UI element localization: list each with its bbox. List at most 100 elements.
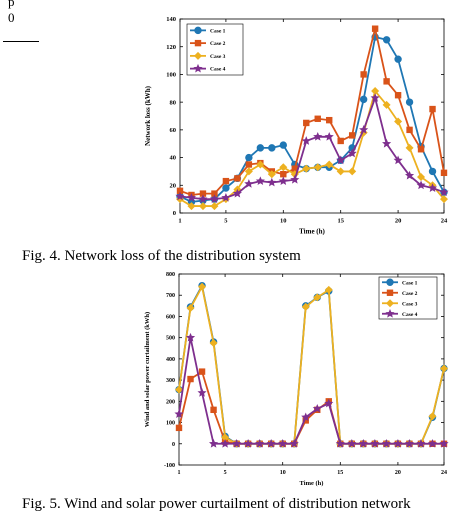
data-point-4 (267, 177, 277, 187)
legend-marker-2 (194, 39, 202, 47)
data-point-2 (176, 187, 184, 195)
x-tick-label: 15 (337, 470, 343, 476)
legend-marker-3 (194, 51, 202, 60)
data-point-2 (303, 119, 310, 127)
data-point-2 (326, 116, 333, 124)
y-tick-label: 500 (166, 336, 175, 342)
data-point-2 (371, 25, 379, 32)
data-point-3 (428, 412, 437, 421)
y-tick-label: 140 (166, 16, 176, 23)
data-point-3 (175, 385, 183, 394)
data-point-2 (440, 169, 448, 177)
y-tick-label: 600 (166, 314, 175, 320)
data-point-2 (199, 190, 207, 197)
data-point-3 (405, 143, 414, 152)
data-point-3 (267, 170, 276, 179)
data-point-1 (394, 55, 402, 63)
data-point-3 (186, 303, 195, 312)
data-point-4 (175, 191, 185, 201)
data-point-3 (371, 87, 380, 96)
figure-5-caption: Fig. 5. Wind and solar power curtailment… (22, 496, 411, 512)
y-tick-label: 0 (173, 210, 176, 217)
y-tick-label: 0 (172, 442, 175, 448)
x-tick-label: 20 (395, 470, 401, 476)
data-point-3 (417, 172, 426, 181)
data-point-4 (347, 438, 357, 448)
data-point-2 (175, 424, 183, 432)
data-point-2 (383, 78, 390, 85)
data-point-3 (440, 195, 448, 204)
data-point-4 (243, 438, 253, 448)
y-tick-label: 800 (166, 272, 175, 278)
x-tick-label: 5 (224, 218, 228, 225)
legend-label-3: Case 3 (210, 54, 226, 60)
y-tick-label: 60 (170, 127, 177, 134)
x-tick-label: 24 (441, 470, 447, 476)
data-point-2 (280, 171, 287, 178)
data-point-1 (222, 184, 230, 192)
data-point-4 (404, 438, 414, 448)
legend-label-4: Case 4 (210, 67, 226, 73)
data-point-4 (209, 194, 219, 204)
data-point-4 (266, 438, 276, 448)
data-point-4 (347, 148, 357, 158)
data-point-4 (324, 398, 334, 408)
data-point-3 (336, 167, 345, 176)
data-point-4 (370, 438, 380, 448)
data-point-4 (278, 438, 288, 448)
data-point-1 (268, 144, 276, 152)
data-point-4 (336, 155, 346, 165)
data-point-3 (279, 163, 288, 172)
x-tick-label: 15 (337, 218, 344, 225)
y-tick-label: 300 (166, 378, 175, 384)
data-point-4 (198, 194, 208, 204)
data-point-4 (335, 438, 345, 448)
data-point-3 (302, 164, 311, 173)
x-axis-label: Time (h) (299, 228, 325, 236)
data-point-4 (312, 403, 322, 413)
data-point-4 (416, 180, 426, 190)
data-point-4 (439, 438, 449, 448)
data-point-2 (302, 417, 309, 424)
data-point-3 (348, 167, 357, 176)
x-tick-label: 10 (280, 218, 287, 225)
data-point-3 (440, 364, 448, 373)
data-point-3 (198, 282, 207, 291)
y-tick-label: 400 (166, 357, 175, 363)
y-tick-label: -100 (164, 463, 175, 469)
legend-marker-3 (386, 299, 394, 308)
data-point-3 (210, 202, 219, 211)
legend-marker-1 (386, 278, 394, 286)
data-point-4 (197, 388, 207, 397)
data-point-1 (245, 153, 253, 162)
data-point-3 (394, 117, 403, 126)
y-tick-label: 40 (170, 155, 177, 162)
x-tick-label: 24 (441, 218, 448, 225)
data-point-2 (198, 368, 206, 375)
legend-label-4: Case 4 (402, 312, 418, 318)
data-point-1 (382, 36, 391, 44)
y-axis-label: Network loss (kWh) (144, 85, 152, 146)
data-point-4 (370, 93, 380, 102)
data-point-4 (427, 438, 438, 448)
series-4 (175, 93, 449, 204)
data-point-4 (220, 438, 230, 448)
data-point-4 (393, 155, 403, 165)
data-point-1 (405, 98, 414, 106)
data-point-2 (417, 146, 425, 153)
y-tick-label: 700 (166, 293, 175, 299)
data-point-2 (291, 165, 298, 172)
data-point-4 (186, 192, 197, 202)
plot-frame (179, 18, 445, 214)
data-point-2 (187, 375, 194, 383)
data-point-4 (382, 138, 392, 148)
data-point-4 (244, 179, 254, 188)
data-point-3 (221, 433, 230, 442)
data-point-2 (429, 105, 436, 113)
legend-label-1: Case 1 (402, 280, 418, 286)
data-point-4 (405, 170, 415, 180)
page-fragment-top: p (8, 0, 15, 9)
x-tick-label: 10 (280, 470, 286, 476)
data-point-4 (313, 131, 323, 141)
